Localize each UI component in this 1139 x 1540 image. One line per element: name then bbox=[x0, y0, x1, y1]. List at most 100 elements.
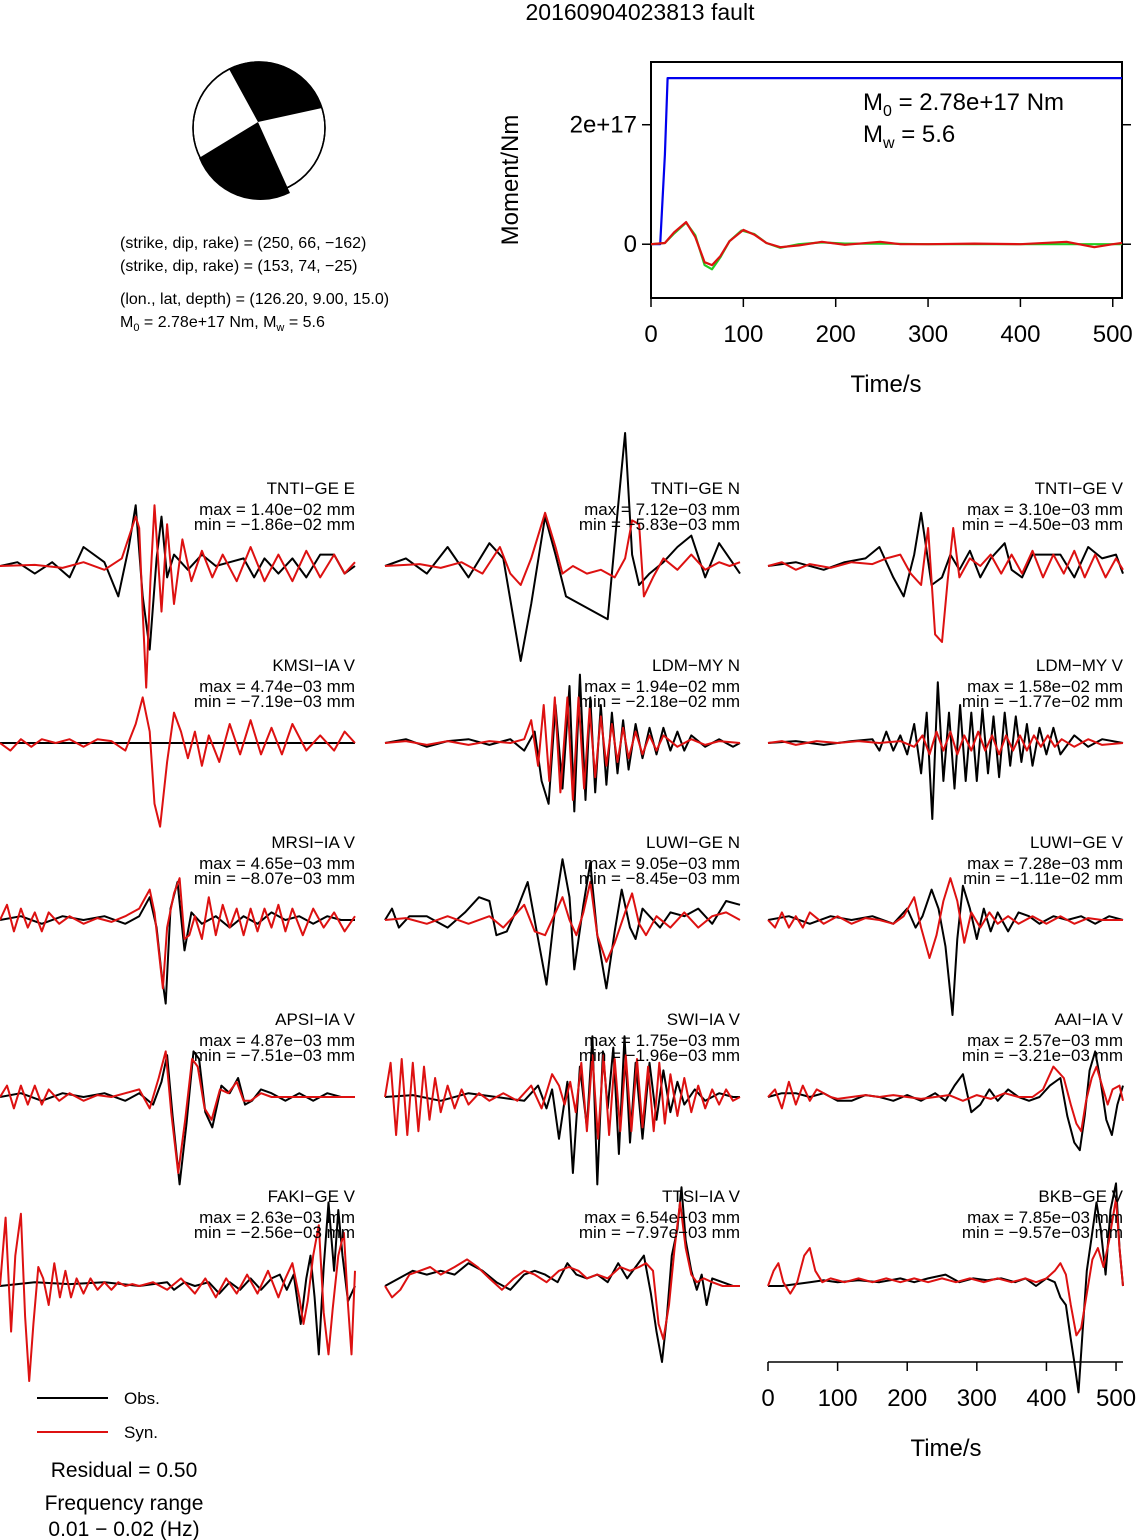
max-amplitude-label: max = 7.85e−03 mm bbox=[967, 1208, 1123, 1227]
observed-waveform bbox=[384, 432, 741, 662]
synthetic-waveform bbox=[384, 511, 741, 598]
synthetic-waveform bbox=[767, 1065, 1124, 1133]
synthetic-waveform bbox=[384, 881, 741, 963]
waveform-xtick-label: 100 bbox=[818, 1385, 858, 1412]
max-amplitude-label: max = 2.57e−03 mm bbox=[967, 1031, 1123, 1050]
moment-rate-observed-line bbox=[650, 221, 1122, 271]
waveform-xtick-label: 300 bbox=[957, 1385, 997, 1412]
moment-ytick-label: 2e+17 bbox=[570, 112, 637, 139]
waveform-xtick-label: 500 bbox=[1096, 1385, 1136, 1412]
min-amplitude-label: min = −1.11e−02 mm bbox=[963, 869, 1123, 888]
max-amplitude-label: max = 6.54e−03 mm bbox=[584, 1208, 740, 1227]
max-amplitude-label: max = 1.40e−02 mm bbox=[199, 500, 355, 519]
observed-waveform bbox=[0, 1050, 355, 1186]
moment-annotation-m0: M0 = 2.78e+17 Nm bbox=[863, 89, 1064, 120]
min-amplitude-label: min = −9.57e−03 mm bbox=[962, 1223, 1123, 1242]
min-amplitude-label: min = −2.18e−02 mm bbox=[579, 692, 740, 711]
station-label: APSI−IA V bbox=[275, 1010, 356, 1029]
focal-mechanism-beachball bbox=[192, 61, 326, 200]
max-amplitude-label: max = 7.28e−03 mm bbox=[967, 854, 1123, 873]
station-label: KMSI−IA V bbox=[272, 656, 355, 675]
residual-text: Residual = 0.50 bbox=[51, 1459, 198, 1482]
observed-waveform bbox=[767, 884, 1124, 1016]
focal-plane-1: (strike, dip, rake) = (250, 66, −162) bbox=[120, 235, 366, 252]
waveform-xtick-label: 400 bbox=[1026, 1385, 1066, 1412]
moment-xtick-label: 200 bbox=[816, 321, 856, 348]
moment-series-group bbox=[650, 76, 1123, 271]
moment-annotation-mw: Mw = 5.6 bbox=[863, 121, 955, 152]
min-amplitude-label: min = −1.77e−02 mm bbox=[962, 692, 1123, 711]
hypocenter-location: (lon., lat, depth) = (126.20, 9.00, 15.0… bbox=[120, 291, 389, 308]
observed-waveform bbox=[0, 881, 355, 1005]
min-amplitude-label: min = −7.97e−03 mm bbox=[579, 1223, 740, 1242]
moment-magnitude-summary: M0 = 2.78e+17 Nm, Mw = 5.6 bbox=[120, 314, 325, 334]
synthetic-waveform bbox=[384, 1201, 740, 1341]
station-label: TNTI−GE V bbox=[1035, 479, 1124, 498]
moment-ytick-label: 0 bbox=[624, 231, 637, 258]
synthetic-waveform bbox=[384, 1054, 741, 1140]
max-amplitude-label: max = 7.12e−03 mm bbox=[584, 500, 740, 519]
min-amplitude-label: min = −8.45e−03 mm bbox=[579, 869, 740, 888]
station-label: LUWI−GE N bbox=[646, 833, 740, 852]
station-label: FAKI−GE V bbox=[268, 1187, 356, 1206]
legend-obs-label: Obs. bbox=[124, 1389, 160, 1408]
synthetic-waveform bbox=[767, 730, 1124, 756]
frequency-range-value: 0.01 − 0.02 (Hz) bbox=[48, 1518, 199, 1540]
synthetic-waveform bbox=[0, 504, 356, 689]
max-amplitude-label: max = 4.74e−03 mm bbox=[199, 677, 355, 696]
max-amplitude-label: max = 2.63e−03 mm bbox=[199, 1208, 355, 1227]
moment-xlabel: Time/s bbox=[850, 371, 921, 398]
synthetic-waveform bbox=[767, 1197, 1124, 1337]
min-amplitude-label: min = −4.50e−03 mm bbox=[962, 515, 1123, 534]
waveform-xtick-label: 200 bbox=[887, 1385, 927, 1412]
observed-waveform bbox=[767, 1050, 1124, 1152]
moment-xtick-label: 100 bbox=[723, 321, 763, 348]
legend: Obs. Syn. bbox=[37, 1389, 160, 1442]
synthetic-waveform bbox=[767, 527, 1124, 643]
waveform-xlabel: Time/s bbox=[910, 1435, 981, 1462]
station-label: MRSI−IA V bbox=[271, 833, 355, 852]
moment-xtick-label: 0 bbox=[644, 321, 657, 348]
station-label: LDM−MY N bbox=[652, 656, 740, 675]
min-amplitude-label: min = −3.21e−03 mm bbox=[962, 1046, 1123, 1065]
moment-xtick-label: 400 bbox=[1000, 321, 1040, 348]
min-amplitude-label: min = −1.86e−02 mm bbox=[194, 515, 355, 534]
station-label: LUWI−GE V bbox=[1030, 833, 1124, 852]
waveform-xtick-label: 0 bbox=[761, 1385, 774, 1412]
synthetic-waveform bbox=[767, 877, 1123, 959]
max-amplitude-label: max = 1.94e−02 mm bbox=[584, 677, 740, 696]
moment-ylabel: Moment/Nm bbox=[497, 115, 524, 246]
frequency-range-label: Frequency range bbox=[45, 1492, 204, 1515]
min-amplitude-label: min = −2.56e−03 mm bbox=[194, 1223, 355, 1242]
observed-waveform bbox=[384, 1186, 740, 1363]
synthetic-waveform bbox=[0, 1050, 355, 1174]
synthetic-waveform bbox=[0, 1212, 356, 1382]
synthetic-waveform bbox=[384, 696, 741, 801]
station-label: BKB−GE V bbox=[1038, 1187, 1123, 1206]
min-amplitude-label: min = −5.83e−03 mm bbox=[579, 515, 740, 534]
station-label: TNTI−GE N bbox=[651, 479, 740, 498]
synthetic-waveform bbox=[0, 696, 356, 828]
min-amplitude-label: min = −7.19e−03 mm bbox=[194, 692, 355, 711]
max-amplitude-label: max = 1.75e−03 mm bbox=[584, 1031, 740, 1050]
station-label: LDM−MY V bbox=[1036, 656, 1124, 675]
max-amplitude-label: max = 3.10e−03 mm bbox=[967, 500, 1123, 519]
observed-waveform bbox=[768, 1182, 1124, 1394]
moment-axes: 0 100 200 300 400 500 0 2e+17 bbox=[570, 112, 1133, 348]
synthetic-waveform bbox=[0, 877, 356, 990]
